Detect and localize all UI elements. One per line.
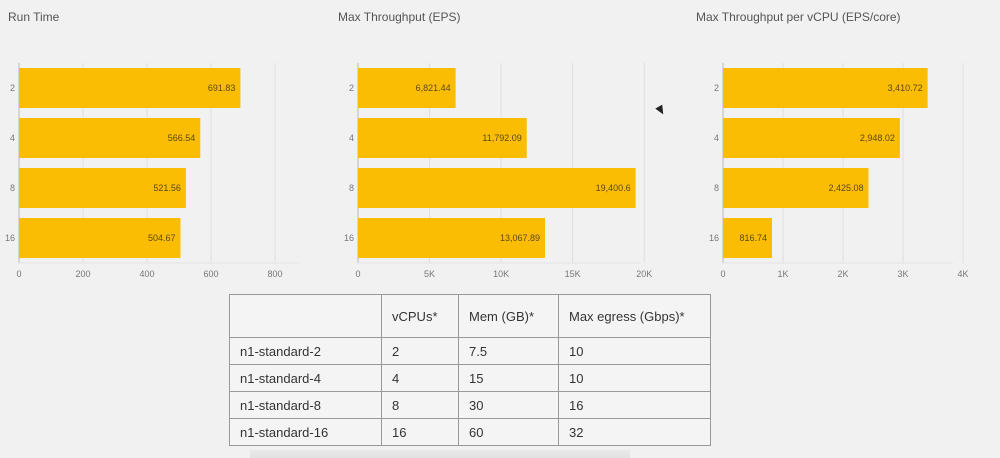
bar — [723, 118, 900, 158]
bar — [723, 218, 773, 258]
chart-throughput-per-vcpu: Max Throughput per vCPU (EPS/core) 0 1K 2K… — [693, 0, 993, 290]
chart-svg: 0 5K 10K 15K 20K 2 6,821.44 4 11,792.09 8 19,400.6… — [344, 63, 652, 279]
chart-svg: 0 200 400 600 800 2 691.83 4 566.54 8 521.56 16 504.… — [5, 63, 299, 279]
category-label: 4 — [10, 133, 15, 143]
x-tick-label: 10K — [493, 269, 509, 279]
category-label: 16 — [709, 233, 719, 243]
table-header-cell: Max egress (Gbps)* — [558, 294, 711, 338]
table-row: n1-standard-16 16 60 32 — [229, 418, 711, 446]
table-cell: 15 — [458, 364, 559, 392]
chart-run-time: Run Time 0 200 400 600 800 2 691.83 4 566.54 8 521… — [5, 0, 335, 290]
table-cell: 8 — [381, 391, 459, 419]
table-header-cell: vCPUs* — [381, 294, 459, 338]
x-tick-label: 600 — [203, 269, 218, 279]
category-label: 2 — [349, 83, 354, 93]
data-label: 13,067.89 — [500, 233, 540, 243]
data-label: 691.83 — [208, 83, 236, 93]
category-label: 2 — [10, 83, 15, 93]
x-tick-label: 800 — [267, 269, 282, 279]
bar — [19, 168, 186, 208]
data-label: 816.74 — [739, 233, 767, 243]
chart-title: Max Throughput (EPS) — [338, 10, 461, 24]
category-label: 16 — [344, 233, 354, 243]
table-cell: 30 — [458, 391, 559, 419]
x-tick-label: 0 — [16, 269, 21, 279]
bar — [358, 168, 636, 208]
table-row: n1-standard-4 4 15 10 — [229, 364, 711, 392]
data-label: 504.67 — [148, 233, 176, 243]
data-label: 19,400.6 — [596, 183, 631, 193]
table-cell: n1-standard-8 — [229, 391, 382, 419]
bar — [358, 118, 527, 158]
table-cell: n1-standard-4 — [229, 364, 382, 392]
x-tick-label: 0 — [720, 269, 725, 279]
category-label: 4 — [714, 133, 719, 143]
table-cell: 10 — [558, 337, 711, 365]
chart-svg: 0 1K 2K 3K 4K 2 3,410.72 4 2,948.02 8 2,425.08 16 81… — [709, 63, 969, 279]
data-label: 2,425.08 — [828, 183, 863, 193]
chart-title: Run Time — [8, 10, 60, 24]
x-tick-label: 1K — [777, 269, 788, 279]
x-tick-label: 0 — [355, 269, 360, 279]
table-row: n1-standard-2 2 7.5 10 — [229, 337, 711, 365]
chart-max-throughput: Max Throughput (EPS) 0 5K 10K 15K 20K 2 6,821.… — [335, 0, 680, 290]
data-label: 6,821.44 — [416, 83, 451, 93]
category-label: 8 — [10, 183, 15, 193]
table-cell: n1-standard-16 — [229, 418, 382, 446]
table-cell: 2 — [381, 337, 459, 365]
data-label: 521.56 — [153, 183, 181, 193]
x-tick-label: 3K — [897, 269, 908, 279]
table-cell: 60 — [458, 418, 559, 446]
table-cell: 16 — [381, 418, 459, 446]
data-label: 2,948.02 — [860, 133, 895, 143]
category-label: 16 — [5, 233, 15, 243]
table-cell: 32 — [558, 418, 711, 446]
table-row: n1-standard-8 8 30 16 — [229, 391, 711, 419]
data-label: 566.54 — [168, 133, 196, 143]
table-header-cell: Mem (GB)* — [458, 294, 559, 338]
table-cell: 4 — [381, 364, 459, 392]
category-label: 4 — [349, 133, 354, 143]
table-cell: 10 — [558, 364, 711, 392]
table-header-cell — [229, 294, 382, 338]
category-label: 8 — [714, 183, 719, 193]
x-tick-label: 2K — [837, 269, 848, 279]
x-tick-label: 200 — [75, 269, 90, 279]
bar — [723, 68, 928, 108]
data-label: 3,410.72 — [888, 83, 923, 93]
machine-spec-table: vCPUs* Mem (GB)* Max egress (Gbps)* n1-s… — [229, 294, 711, 446]
data-label: 11,792.09 — [482, 133, 521, 143]
caption-band — [250, 450, 630, 458]
bar — [19, 218, 181, 258]
bar — [723, 168, 869, 208]
bar — [358, 68, 456, 108]
bar — [19, 68, 241, 108]
table-cell: 7.5 — [458, 337, 559, 365]
category-label: 2 — [714, 83, 719, 93]
x-tick-label: 4K — [957, 269, 968, 279]
category-label: 8 — [349, 183, 354, 193]
bar — [358, 218, 546, 258]
chart-title: Max Throughput per vCPU (EPS/core) — [696, 10, 901, 24]
table-cell: 16 — [558, 391, 711, 419]
x-tick-label: 5K — [424, 269, 435, 279]
table-header-row: vCPUs* Mem (GB)* Max egress (Gbps)* — [229, 294, 711, 338]
x-tick-label: 20K — [636, 269, 652, 279]
x-tick-label: 400 — [139, 269, 154, 279]
x-tick-label: 15K — [565, 269, 581, 279]
table-cell: n1-standard-2 — [229, 337, 382, 365]
bar — [19, 118, 201, 158]
